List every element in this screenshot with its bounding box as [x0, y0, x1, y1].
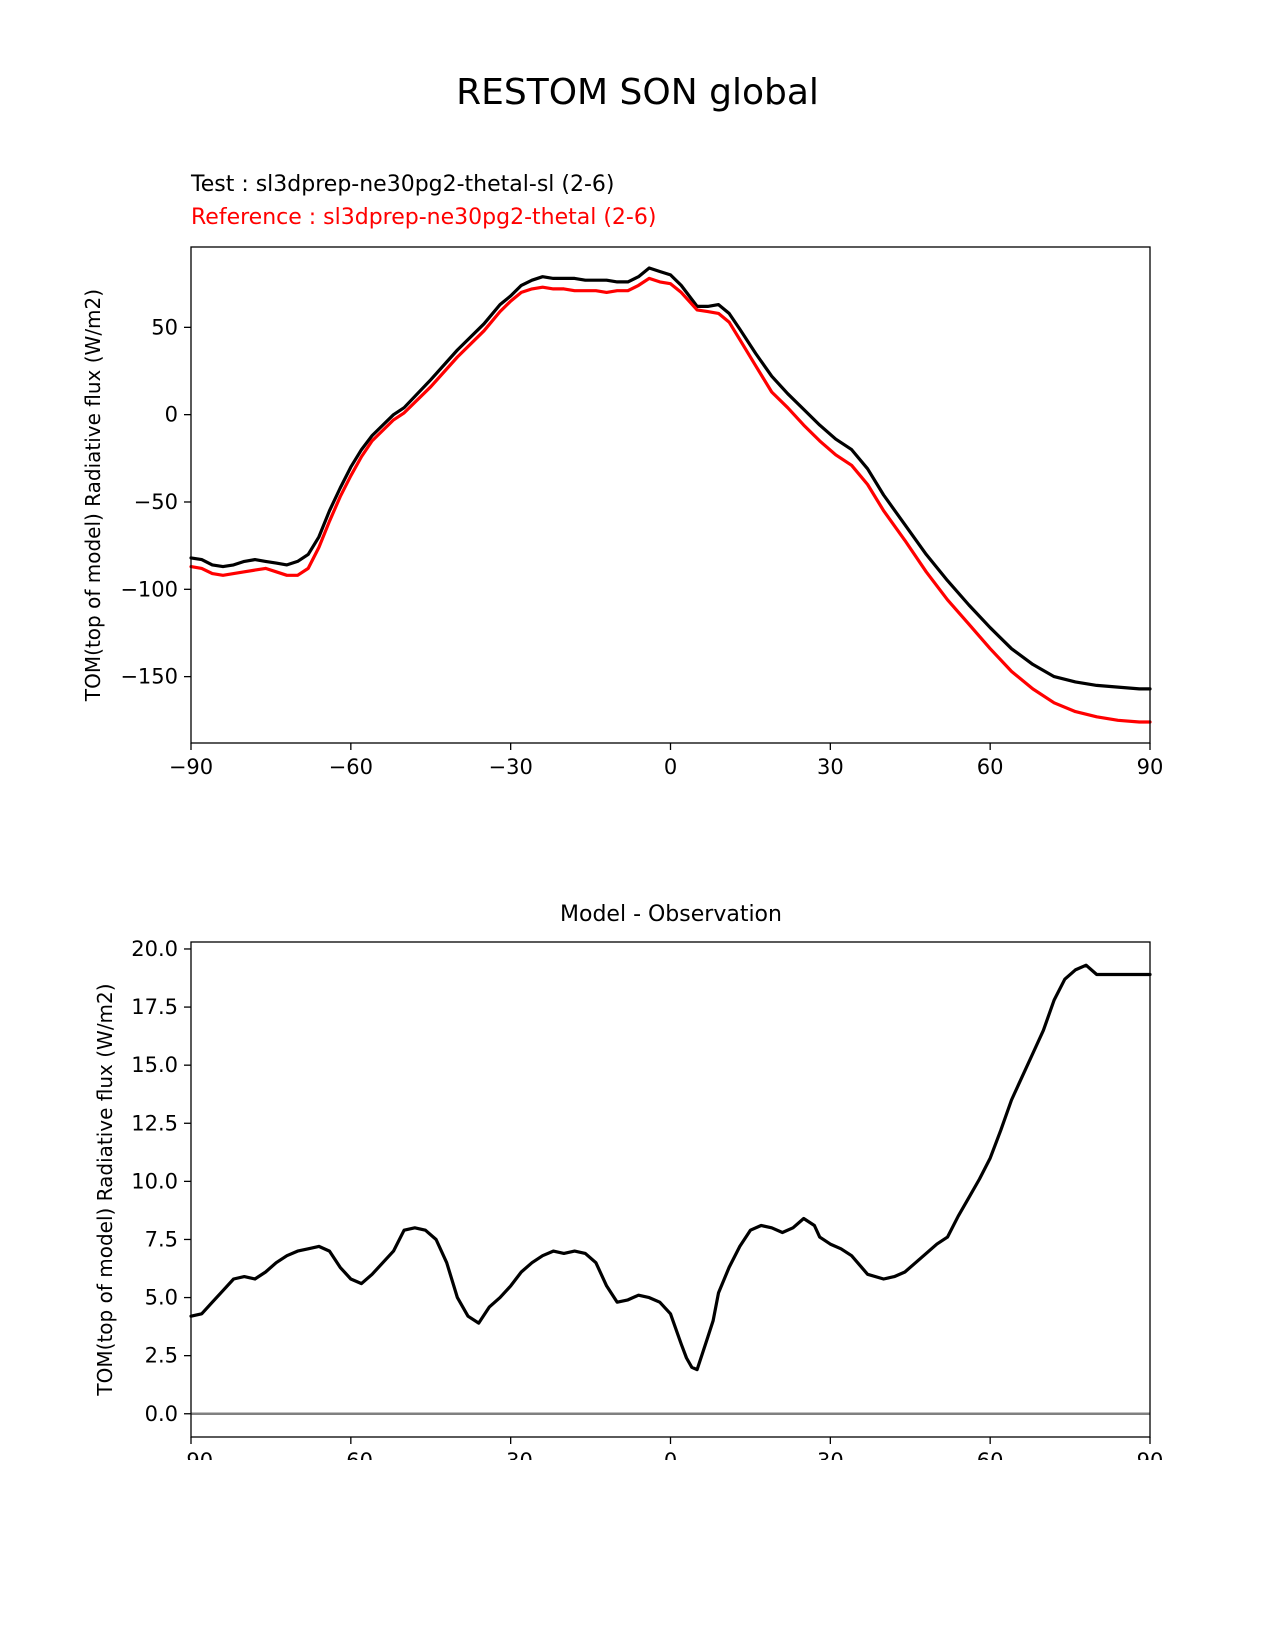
x-tick-label: −60	[329, 755, 373, 779]
x-tick-label: 90	[1137, 1449, 1164, 1460]
y-tick-label: 12.5	[131, 1111, 178, 1135]
x-tick-label: 30	[817, 1449, 844, 1460]
y-tick-label: −150	[120, 665, 178, 689]
test-series-line	[189, 266, 1152, 691]
reference-label: Reference : sl3dprep-ne30pg2-thetal (2-6…	[191, 205, 657, 230]
x-tick-label: 0	[664, 755, 677, 779]
diff-panel-title: Model - Observation	[560, 902, 782, 927]
x-tick-label: −30	[489, 755, 533, 779]
x-tick-label: −60	[329, 1449, 373, 1460]
x-tick-label: 90	[1137, 755, 1164, 779]
y-tick-label: 2.5	[145, 1344, 178, 1368]
y-tick-label: 0.0	[145, 1402, 178, 1426]
top-line-chart: −90 −60 −30 0 30 60 90 50 0 −50 −100 −150 TOM(top of…	[81, 246, 1164, 779]
plot-frame	[190, 941, 1151, 1438]
y-axis-label: TOM(top of model) Radiative flux (W/m2)	[81, 289, 105, 702]
x-tick-label: −90	[169, 755, 213, 779]
y-tick-label: 0	[165, 403, 178, 427]
x-tick-label: 30	[817, 755, 844, 779]
x-tick-label: 60	[977, 1449, 1004, 1460]
difference-series-line	[189, 963, 1152, 1372]
figure-title: RESTOM SON global	[456, 72, 819, 113]
x-tick-label: 60	[977, 755, 1004, 779]
y-tick-label: 5.0	[145, 1286, 178, 1310]
y-axis-label: TOM(top of model) Radiative flux (W/m2)	[93, 983, 117, 1396]
y-tick-label: 10.0	[131, 1169, 178, 1193]
y-tick-label: −50	[134, 490, 178, 514]
x-tick-label: −90	[169, 1449, 213, 1460]
y-tick-label: 20.0	[131, 937, 178, 961]
x-tick-label: −30	[489, 1449, 533, 1460]
test-label: Test : sl3dprep-ne30pg2-thetal-sl (2-6)	[191, 172, 615, 197]
reference-series-line	[189, 276, 1152, 724]
y-tick-label: 17.5	[131, 995, 178, 1019]
y-tick-label: 7.5	[145, 1227, 178, 1251]
y-tick-label: 50	[151, 315, 178, 339]
diff-line-chart: −90 −60 −30 0 30 60 90 20.0 17.5 15.0 12.5 10.0 7.5 5…	[93, 937, 1164, 1460]
x-tick-label: 0	[664, 1449, 677, 1460]
y-tick-label: −100	[120, 577, 178, 601]
plot-frame	[190, 246, 1151, 744]
y-tick-label: 15.0	[131, 1053, 178, 1077]
